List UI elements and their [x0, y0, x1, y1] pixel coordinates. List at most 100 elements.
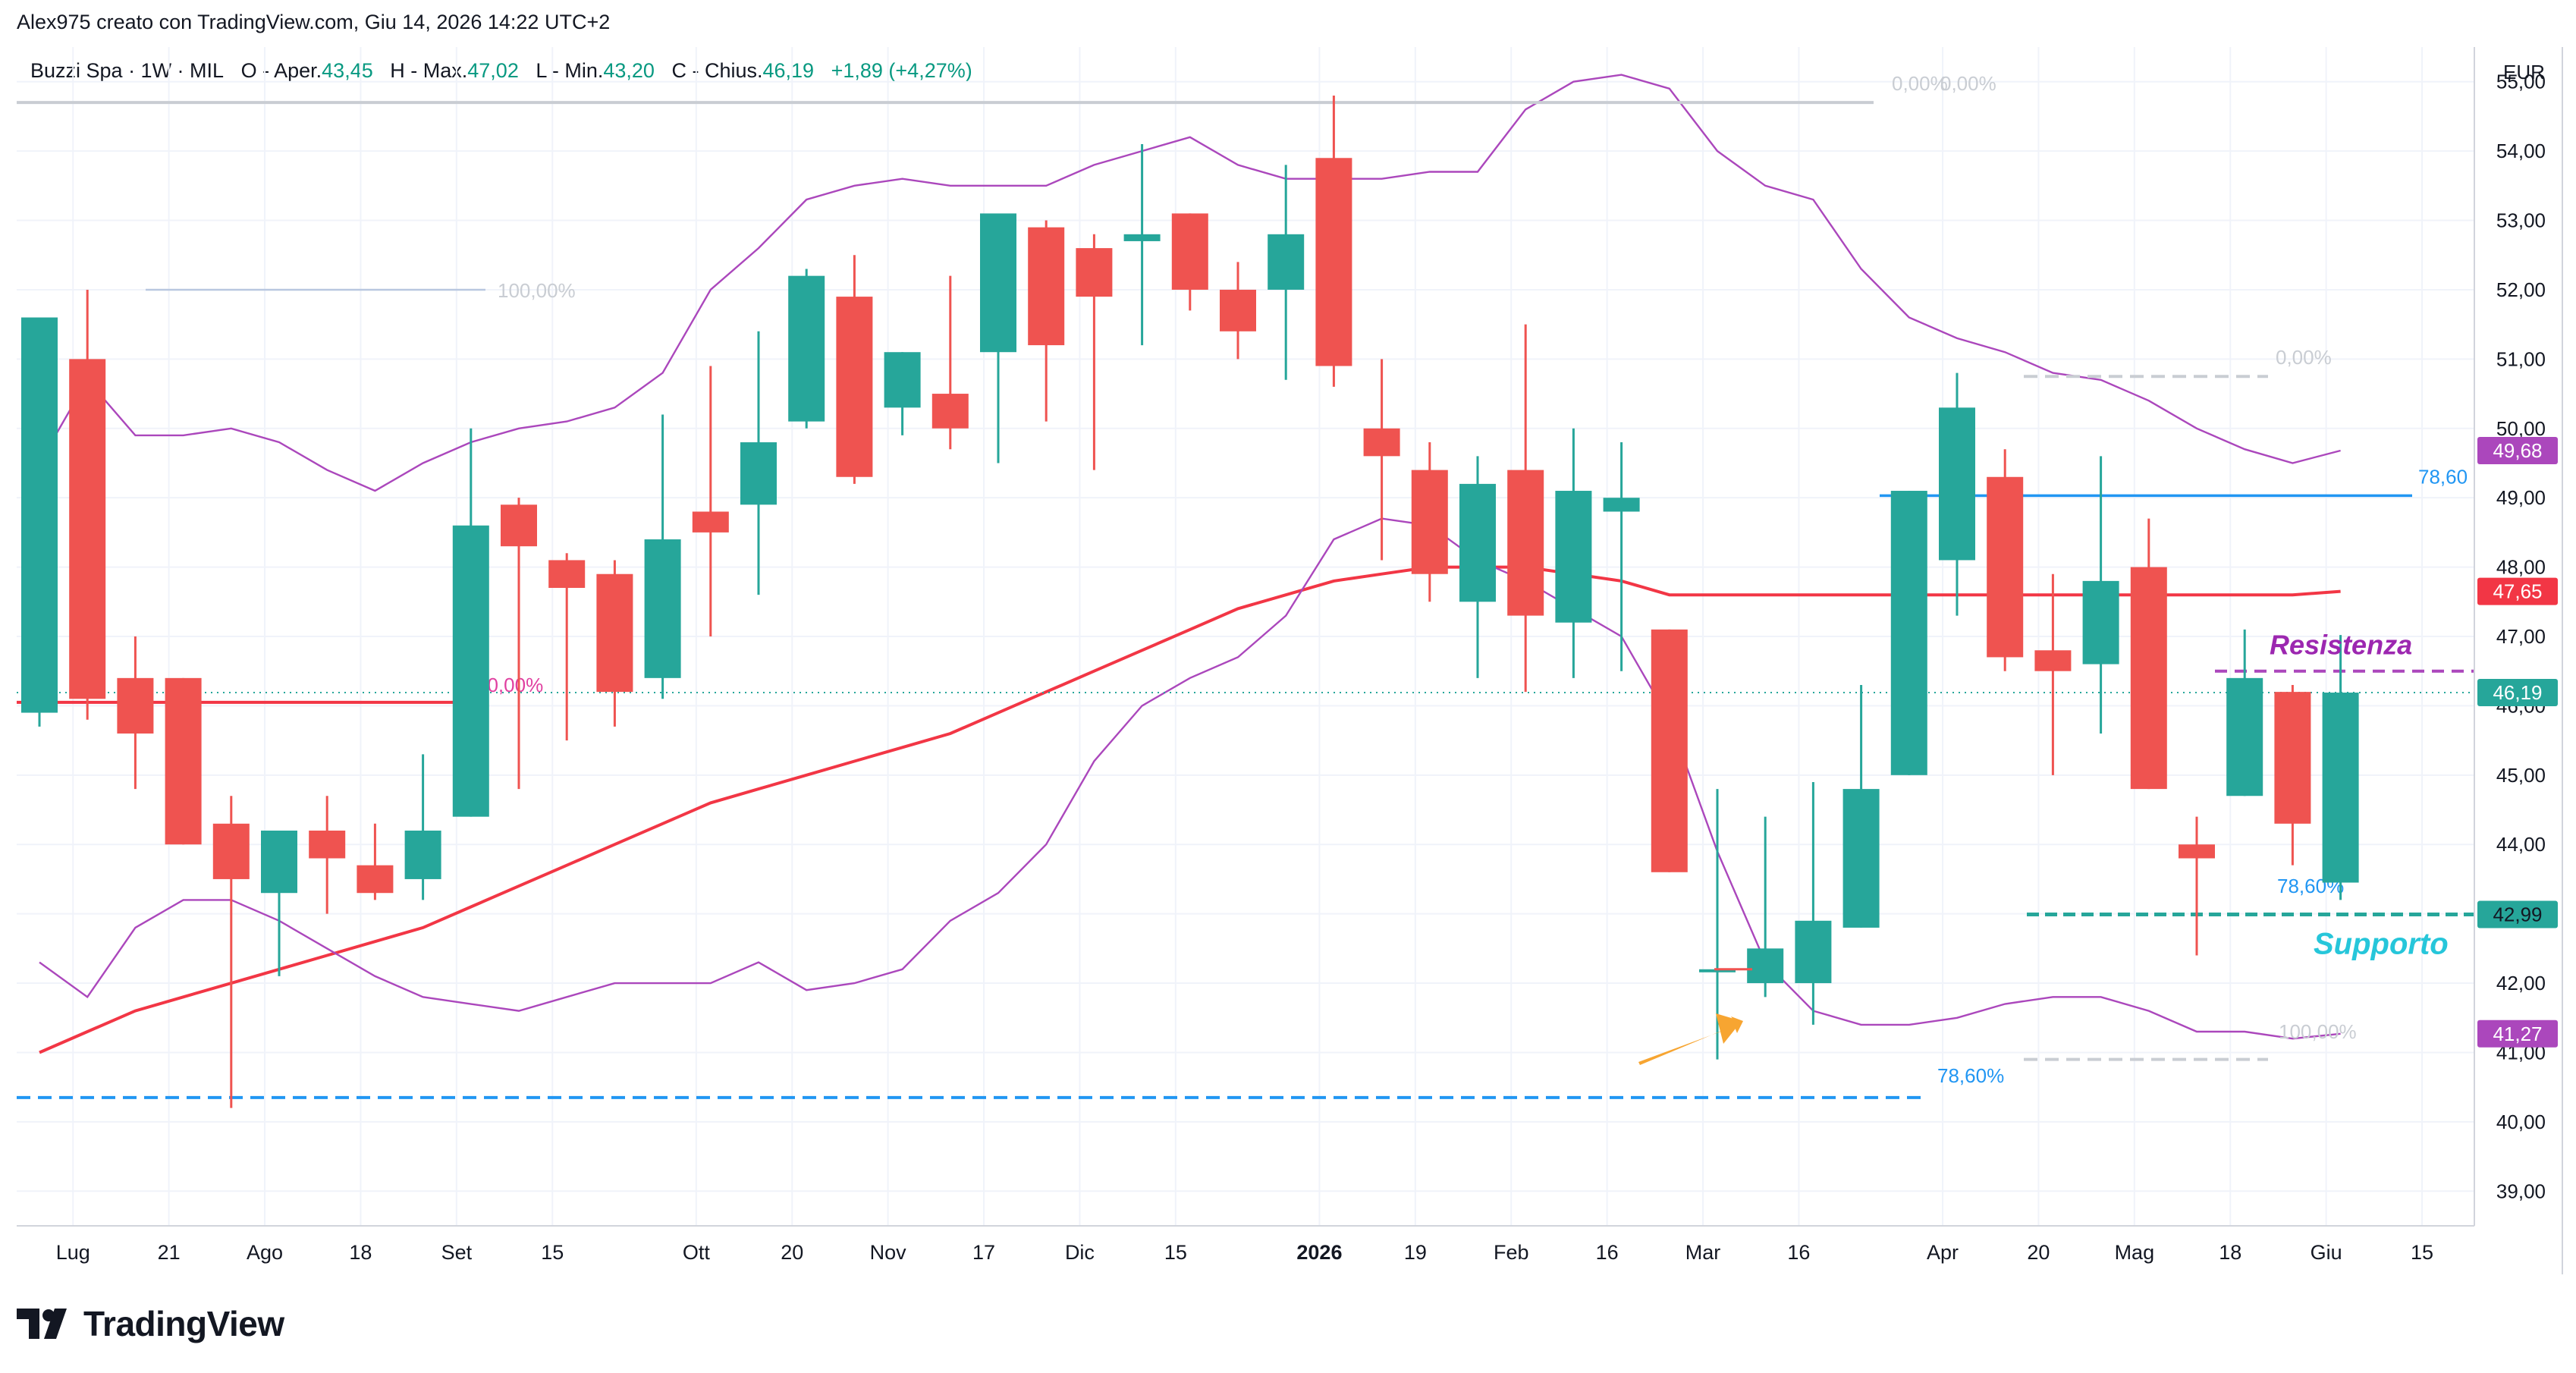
candle-body	[21, 317, 58, 713]
price-tag-label: 46,19	[2493, 681, 2542, 704]
legend-low-value: 43,20	[603, 59, 655, 82]
candle-body	[1268, 234, 1305, 290]
time-tick: 17	[972, 1241, 995, 1264]
legend-open-label: O - Aper.	[240, 59, 322, 82]
series-line	[38, 74, 2341, 492]
time-tick: 15	[541, 1241, 564, 1264]
legend-high-value: 47,02	[467, 59, 519, 82]
candle-body	[2226, 677, 2263, 796]
candle-body	[69, 359, 106, 699]
brand-name: TradingView	[83, 1304, 284, 1343]
candle-body	[212, 823, 250, 879]
fib-label: 0,00%	[2276, 346, 2332, 369]
legend-symbol[interactable]: Buzzi Spa · 1W · MIL	[30, 59, 225, 82]
candle-body	[1459, 483, 1496, 602]
price-tick: 45,00	[2496, 764, 2546, 787]
candle-body	[357, 865, 394, 894]
time-tick: Ago	[247, 1241, 283, 1264]
time-tick: Mag	[2115, 1241, 2155, 1264]
candle-body	[1363, 428, 1400, 457]
price-tick: 54,00	[2496, 140, 2546, 162]
fib-label: 100,00%	[498, 279, 576, 302]
candle-body	[501, 504, 537, 547]
price-tag-label: 49,68	[2493, 439, 2542, 462]
time-tick: 16	[1787, 1241, 1810, 1264]
candle-body	[2082, 580, 2119, 665]
price-tick: 40,00	[2496, 1111, 2546, 1133]
time-tick: Set	[441, 1241, 473, 1264]
arrow-head-icon	[1716, 1013, 1742, 1044]
symbol-legend: Buzzi Spa · 1W · MIL O - Aper.43,45 H - …	[30, 59, 972, 83]
price-tag-label: 47,65	[2493, 580, 2542, 603]
legend-low-label: L - Min.	[536, 59, 604, 82]
fibonacci-levels: 0,00%0,00%100,00%50,00%0,00%78,6078,60%1…	[17, 72, 2474, 1099]
price-tick: 52,00	[2496, 278, 2546, 301]
candle-body	[1076, 248, 1113, 297]
candle-body	[2130, 567, 2167, 790]
series-line	[39, 517, 2341, 1040]
candle-body	[1747, 948, 1784, 984]
candle-body	[884, 352, 921, 408]
tradingview-logo-icon	[17, 1309, 67, 1339]
price-tag	[2477, 679, 2558, 707]
candle-body	[788, 275, 825, 422]
fib-label: 78,60	[2418, 465, 2468, 488]
candle-body	[1123, 234, 1161, 241]
candle-body	[1651, 629, 1688, 872]
time-tick: Nov	[870, 1241, 907, 1264]
price-tag	[2477, 900, 2558, 928]
time-tick: Giu	[2311, 1241, 2342, 1264]
candle-body	[1603, 498, 1640, 512]
legend-high-label: H - Max.	[390, 59, 468, 82]
time-tick: 18	[349, 1241, 372, 1264]
price-tag-label: 41,27	[2493, 1023, 2542, 1045]
candle-body	[1220, 289, 1256, 331]
legend-open-value: 43,45	[322, 59, 373, 82]
candle-body	[692, 511, 729, 533]
price-tag	[2477, 437, 2558, 465]
price-tick: 42,00	[2496, 972, 2546, 994]
candle-body	[165, 677, 202, 845]
time-axis: Lug 21 Ago 18 Set 15 Ott 20 Nov 17 Dic 15 2026 19 Feb 1…	[17, 1225, 2474, 1264]
candle-body	[1699, 969, 1736, 972]
time-tick: 18	[2219, 1241, 2241, 1264]
time-tick: 15	[2411, 1241, 2433, 1264]
annotations: Resistenza Supporto	[1638, 630, 2449, 1065]
fib-label: 0,00%	[1940, 72, 1996, 95]
legend-change: +1,89 (+4,27%)	[831, 59, 972, 82]
candle-body	[740, 442, 777, 505]
candle-body	[1555, 491, 1592, 623]
candle-body	[309, 830, 346, 859]
tradingview-logo: TradingView	[17, 1303, 284, 1344]
support-label: Supporto	[2314, 928, 2449, 961]
candle-body	[1507, 470, 1544, 616]
candle-body	[548, 560, 586, 589]
candle-body	[2179, 844, 2215, 859]
price-tick: 44,00	[2496, 833, 2546, 856]
time-tick: Apr	[1927, 1241, 1959, 1264]
fib-label: 78,60%	[1937, 1064, 2004, 1087]
price-tick: 51,00	[2496, 347, 2546, 370]
candle-body	[1411, 470, 1448, 574]
time-tick: Dic	[1065, 1241, 1095, 1264]
candle-body	[980, 213, 1016, 353]
price-tag-label: 42,99	[2493, 903, 2542, 926]
candle-body	[2322, 693, 2359, 883]
time-tick: 20	[781, 1241, 803, 1264]
candle-body	[2274, 692, 2311, 824]
resistance-label: Resistenza	[2270, 630, 2412, 661]
candle-body	[1939, 407, 1975, 561]
fib-label: 0,00%	[1892, 72, 1948, 95]
price-tick: 53,00	[2496, 209, 2546, 232]
candle-body	[117, 677, 154, 734]
time-tick: 19	[1404, 1241, 1427, 1264]
price-tick: 49,00	[2496, 486, 2546, 509]
candle-body	[404, 830, 441, 879]
candle-body	[1795, 920, 1832, 984]
time-tick: Mar	[1685, 1241, 1721, 1264]
currency-label: EUR	[2503, 61, 2545, 83]
candlesticks	[21, 95, 2359, 1108]
candle-body	[1171, 213, 1208, 290]
candle-body	[1987, 476, 2024, 658]
